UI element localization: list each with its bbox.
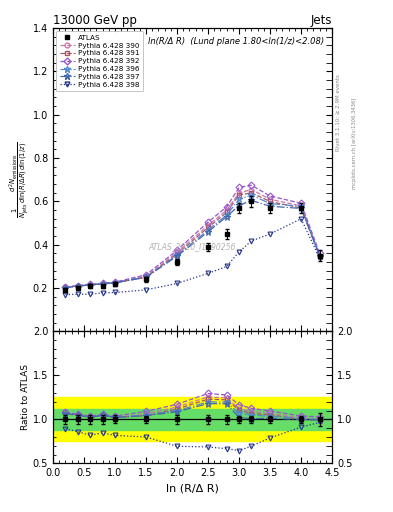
Text: Rivet 3.1.10; ≥ 2.9M events: Rivet 3.1.10; ≥ 2.9M events — [336, 74, 341, 151]
Text: ln(R/Δ R)  (Lund plane 1.80<ln(1/z)<2.08): ln(R/Δ R) (Lund plane 1.80<ln(1/z)<2.08) — [148, 37, 324, 46]
Text: mcplots.cern.ch [arXiv:1306.3436]: mcplots.cern.ch [arXiv:1306.3436] — [352, 98, 357, 189]
Bar — [53, 397, 332, 441]
Y-axis label: Ratio to ATLAS: Ratio to ATLAS — [21, 365, 30, 431]
Text: Jets: Jets — [310, 14, 332, 27]
Text: 13000 GeV pp: 13000 GeV pp — [53, 14, 137, 27]
Legend: ATLAS, Pythia 6.428 390, Pythia 6.428 391, Pythia 6.428 392, Pythia 6.428 396, P: ATLAS, Pythia 6.428 390, Pythia 6.428 39… — [56, 31, 143, 92]
Bar — [53, 409, 332, 430]
Text: ATLAS_2020_I1790256: ATLAS_2020_I1790256 — [149, 242, 236, 251]
X-axis label: ln (R/Δ R): ln (R/Δ R) — [166, 484, 219, 494]
Y-axis label: $\frac{1}{N_{\mathrm{jets}}}\frac{d^{2}N_{\mathrm{emissions}}}{d\ln(R/\Delta R)\: $\frac{1}{N_{\mathrm{jets}}}\frac{d^{2}N… — [8, 141, 31, 218]
